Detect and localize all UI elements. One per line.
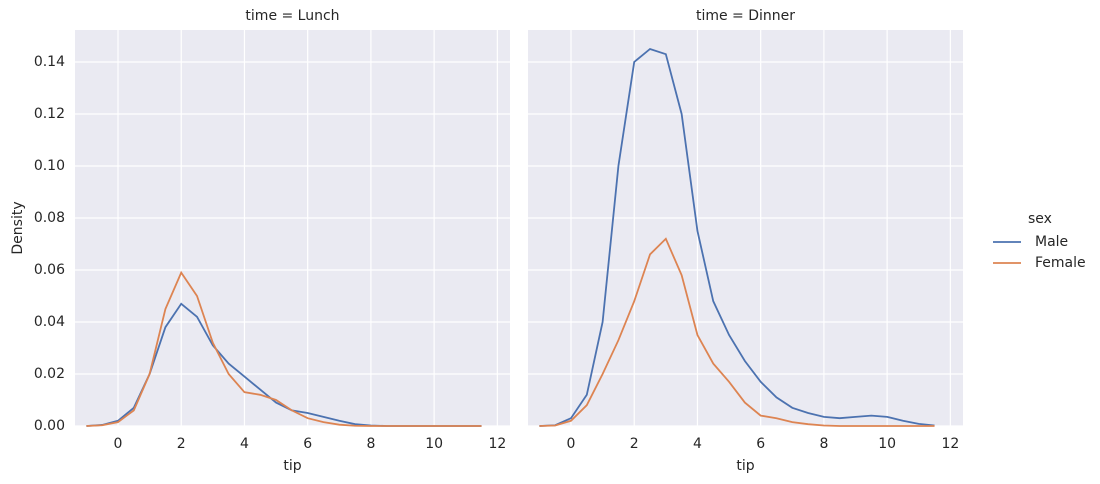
plot-area bbox=[75, 30, 510, 426]
x-tick-label: 12 bbox=[488, 436, 506, 452]
legend-label: Female bbox=[1035, 255, 1086, 271]
y-tick-label: 0.12 bbox=[34, 106, 65, 122]
panel-title: time = Dinner bbox=[696, 8, 795, 24]
x-tick-label: 12 bbox=[941, 436, 959, 452]
y-tick-label: 0.00 bbox=[34, 418, 65, 434]
x-tick-label: 2 bbox=[177, 436, 186, 452]
y-tick-label: 0.04 bbox=[34, 314, 65, 330]
x-tick-label: 6 bbox=[303, 436, 312, 452]
density-line bbox=[539, 237, 935, 427]
density-line bbox=[86, 270, 482, 427]
legend-title: sex bbox=[1028, 211, 1052, 227]
x-tick-label: 10 bbox=[425, 436, 443, 452]
panel-title: time = Lunch bbox=[245, 8, 339, 24]
x-tick-label: 6 bbox=[756, 436, 765, 452]
y-tick-label: 0.06 bbox=[34, 262, 65, 278]
plot-area bbox=[528, 30, 963, 426]
x-axis-label: tip bbox=[283, 458, 301, 474]
x-tick-label: 4 bbox=[240, 436, 249, 452]
x-tick-label: 8 bbox=[819, 436, 828, 452]
x-axis-label: tip bbox=[736, 458, 754, 474]
y-tick-label: 0.02 bbox=[34, 366, 65, 382]
x-tick-label: 2 bbox=[630, 436, 639, 452]
y-tick-label: 0.08 bbox=[34, 210, 65, 226]
y-tick-label: 0.14 bbox=[34, 54, 65, 70]
y-tick-label: 0.10 bbox=[34, 158, 65, 174]
x-tick-label: 0 bbox=[114, 436, 123, 452]
density-line bbox=[539, 47, 935, 427]
legend-label: Male bbox=[1035, 234, 1068, 250]
x-tick-label: 4 bbox=[693, 436, 702, 452]
x-tick-label: 0 bbox=[567, 436, 576, 452]
x-tick-label: 8 bbox=[366, 436, 375, 452]
y-axis-label: Density bbox=[10, 201, 26, 254]
x-tick-label: 10 bbox=[878, 436, 896, 452]
